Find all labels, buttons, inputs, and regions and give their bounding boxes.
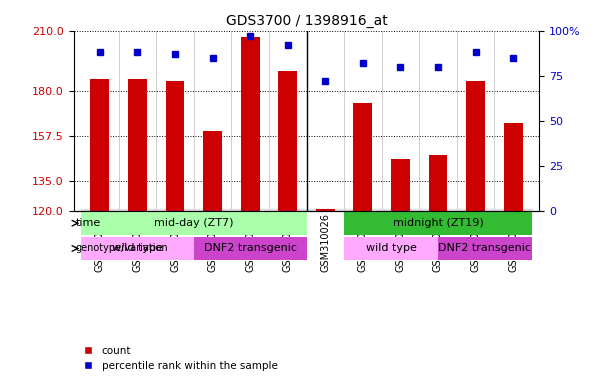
Bar <box>457 209 494 210</box>
Bar <box>466 81 485 210</box>
Text: time: time <box>75 218 101 228</box>
Bar <box>391 159 410 210</box>
Bar <box>119 209 156 210</box>
Bar <box>241 37 259 210</box>
Bar <box>382 209 419 210</box>
Text: DNF2 transgenic: DNF2 transgenic <box>204 243 297 253</box>
Bar <box>128 79 147 210</box>
Text: wild type: wild type <box>365 243 416 253</box>
Bar <box>81 209 119 210</box>
Bar <box>428 155 447 210</box>
Text: DNF2 transgenic: DNF2 transgenic <box>438 243 531 253</box>
Text: genotype/variation: genotype/variation <box>75 243 168 253</box>
Legend: count, percentile rank within the sample: count, percentile rank within the sample <box>78 341 282 375</box>
Text: wild type: wild type <box>112 243 163 253</box>
Text: mid-day (ZT7): mid-day (ZT7) <box>154 218 234 228</box>
Bar <box>316 209 335 210</box>
Text: midnight (ZT19): midnight (ZT19) <box>392 218 484 228</box>
FancyBboxPatch shape <box>81 237 194 260</box>
Bar <box>156 209 194 210</box>
Title: GDS3700 / 1398916_at: GDS3700 / 1398916_at <box>226 14 387 28</box>
Bar <box>278 71 297 210</box>
Bar <box>354 103 372 210</box>
FancyBboxPatch shape <box>438 237 532 260</box>
Bar <box>231 209 269 210</box>
FancyBboxPatch shape <box>194 237 306 260</box>
Bar <box>306 209 344 210</box>
Bar <box>419 209 457 210</box>
Bar <box>194 209 231 210</box>
FancyBboxPatch shape <box>344 212 532 235</box>
FancyBboxPatch shape <box>81 212 306 235</box>
Bar <box>91 79 109 210</box>
Bar <box>269 209 306 210</box>
Bar <box>494 209 532 210</box>
Bar <box>166 81 185 210</box>
Bar <box>203 131 222 210</box>
Bar <box>504 122 522 210</box>
FancyBboxPatch shape <box>344 237 438 260</box>
Bar <box>344 209 382 210</box>
